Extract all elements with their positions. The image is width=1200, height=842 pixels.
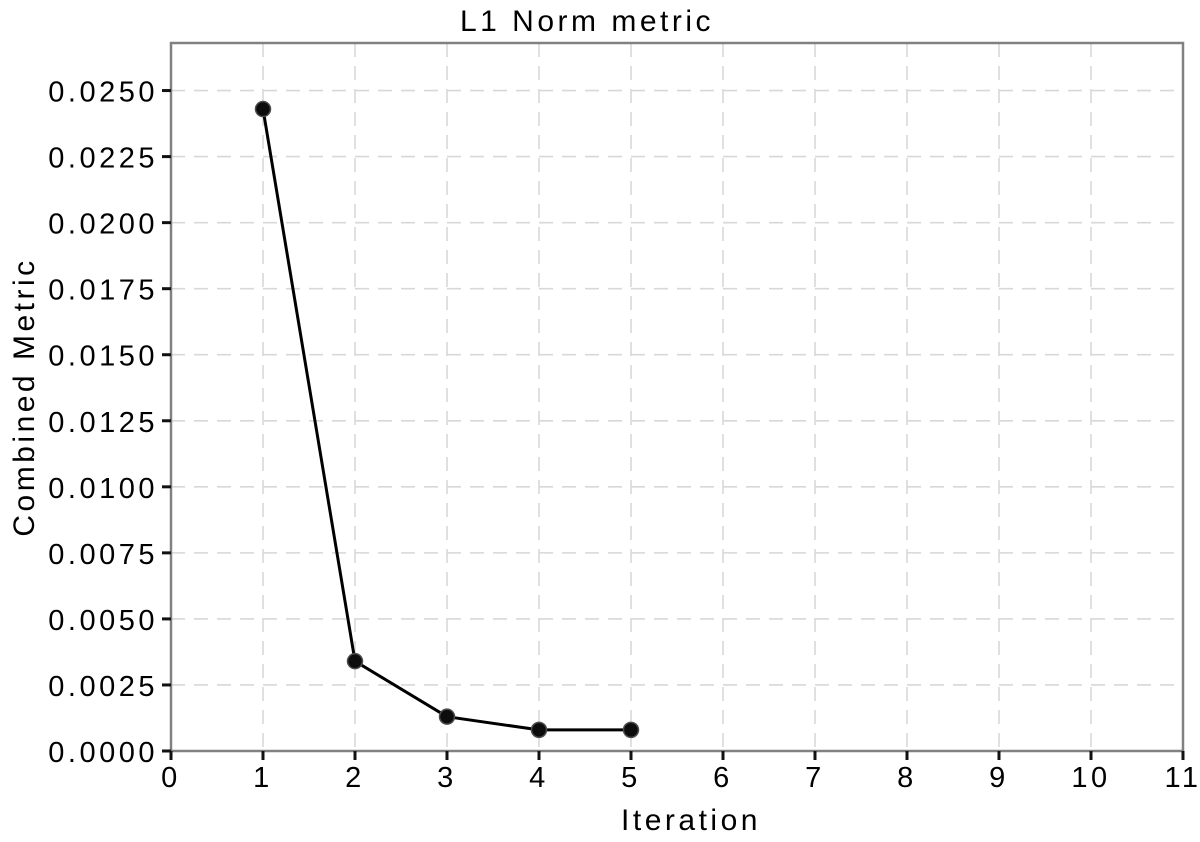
data-point-marker — [346, 652, 364, 670]
x-tick-label: 0 — [161, 762, 181, 794]
y-tick-label: 0.0200 — [48, 209, 158, 241]
x-tick-label: 1 — [253, 762, 273, 794]
x-tick-label: 11 — [1164, 762, 1200, 794]
x-tick-label: 8 — [897, 762, 917, 794]
y-tick-label: 0.0075 — [48, 539, 158, 571]
data-point-marker — [622, 721, 640, 739]
y-tick-label: 0.0150 — [48, 341, 158, 373]
y-tick-label: 0.0125 — [48, 407, 158, 439]
x-tick-label: 6 — [713, 762, 733, 794]
plot-frame — [169, 41, 1185, 753]
x-tick-label: 10 — [1071, 762, 1110, 794]
data-point-marker — [530, 721, 548, 739]
y-tick-label: 0.0175 — [48, 275, 158, 307]
x-tick-label: 3 — [437, 762, 457, 794]
data-point-marker — [254, 100, 272, 118]
x-tick-label: 4 — [529, 762, 549, 794]
x-tick-label: 5 — [621, 762, 641, 794]
y-tick-label: 0.0025 — [48, 671, 158, 703]
chart-title: L1 Norm metric — [460, 5, 714, 38]
y-axis-label: Combined Metric — [8, 257, 41, 536]
y-tick-label: 0.0050 — [48, 605, 158, 637]
x-tick-label: 9 — [989, 762, 1009, 794]
x-tick-label: 7 — [805, 762, 825, 794]
y-tick-label: 0.0250 — [48, 77, 158, 109]
y-tick-label: 0.0100 — [48, 473, 158, 505]
x-tick-label: 2 — [345, 762, 365, 794]
data-point-marker — [438, 708, 456, 725]
y-tick-label: 0.0225 — [48, 143, 158, 175]
y-tick-label: 0.0000 — [48, 737, 158, 769]
x-axis-label: Iteration — [621, 804, 761, 837]
